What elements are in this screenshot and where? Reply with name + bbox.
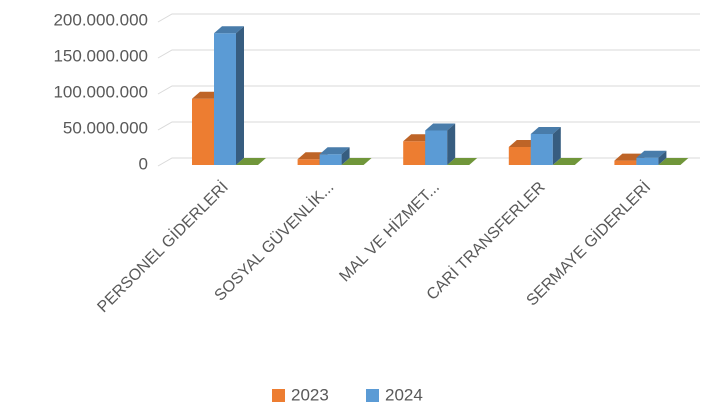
bar-face (319, 154, 342, 165)
bar (319, 147, 350, 165)
floor (447, 158, 478, 165)
bar-face (636, 157, 659, 165)
grid-line (157, 49, 700, 59)
floor (236, 158, 266, 165)
bar-face (297, 159, 320, 165)
x-tick-label: CARİ TRANSFERLER (422, 177, 548, 303)
floor (658, 158, 689, 165)
y-tick-label: 200.000.000 (53, 10, 148, 29)
bar-face (341, 147, 350, 165)
legend: 2023 2024 (272, 385, 423, 404)
y-tick-label: 150.000.000 (53, 46, 148, 65)
legend-label: 2023 (291, 385, 329, 404)
y-tick-label: 100.000.000 (53, 82, 148, 101)
bar-face (403, 141, 426, 165)
bar-face (425, 130, 448, 165)
bar (530, 127, 561, 165)
bar-face (552, 127, 561, 165)
bar (214, 26, 244, 165)
x-tick-label: PERSONEL GİDERLERİ (93, 177, 232, 316)
legend-swatch (366, 389, 379, 402)
grid-line (157, 13, 700, 23)
bar (425, 123, 456, 165)
y-tick-label: 0 (139, 154, 148, 173)
bar-face (614, 160, 637, 165)
grid-line (157, 85, 700, 95)
x-tick-label: SOSYAL GÜVENLİK... (210, 177, 337, 304)
bar-face (636, 150, 667, 158)
bar-face (236, 26, 244, 165)
bar-face (530, 134, 553, 165)
bar-face (658, 150, 667, 165)
bar-face (319, 147, 350, 155)
bar (636, 150, 667, 165)
bar-face (530, 127, 561, 135)
bar-face (214, 33, 236, 165)
floor (552, 158, 583, 165)
grid-line (157, 121, 700, 131)
legend-label: 2024 (385, 385, 423, 404)
bar-face (425, 123, 456, 131)
y-tick-label: 50.000.000 (63, 118, 148, 137)
bar-face (214, 26, 244, 34)
bar-face (447, 123, 456, 165)
bar-face (508, 147, 531, 165)
legend-swatch (272, 389, 285, 402)
floor (341, 158, 372, 165)
bar-face (192, 98, 214, 165)
x-tick-label: MAL VE HİZMET... (335, 177, 443, 285)
